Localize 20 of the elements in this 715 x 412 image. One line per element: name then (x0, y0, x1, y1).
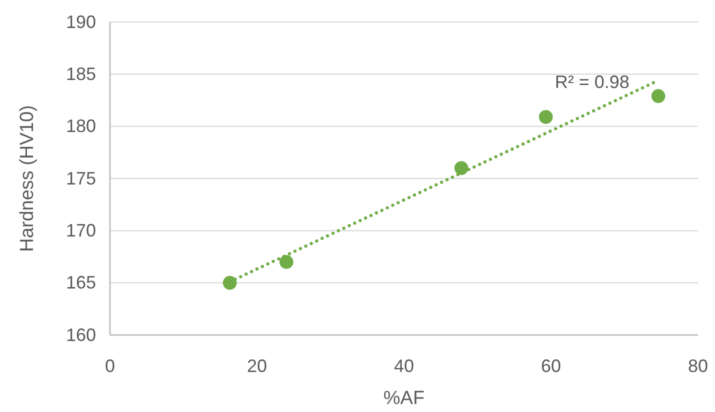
x-axis-title: %AF (383, 388, 425, 409)
point (651, 89, 666, 103)
y-tick-label: 165 (66, 272, 96, 293)
x-tick-label: 40 (394, 356, 414, 376)
annotation: R² = 0.98 (554, 72, 630, 92)
x-tick-label: 0 (104, 356, 116, 376)
y-tick-label: 180 (66, 116, 96, 136)
y-tick-label: 185 (66, 64, 96, 84)
point (222, 276, 237, 290)
point (454, 161, 468, 175)
y-tick-label: 175 (66, 168, 96, 188)
x-tick-label: 60 (540, 356, 562, 376)
x-tick-label: 20 (246, 356, 268, 376)
point (279, 255, 294, 269)
point (538, 110, 553, 124)
y-axis-title: Hardness (HV10) (17, 105, 38, 252)
y-tick-label: 160 (66, 324, 96, 345)
y-tick-label: 170 (66, 220, 96, 240)
x-tick-label: 80 (688, 356, 708, 376)
y-tick-label: 190 (66, 12, 96, 32)
